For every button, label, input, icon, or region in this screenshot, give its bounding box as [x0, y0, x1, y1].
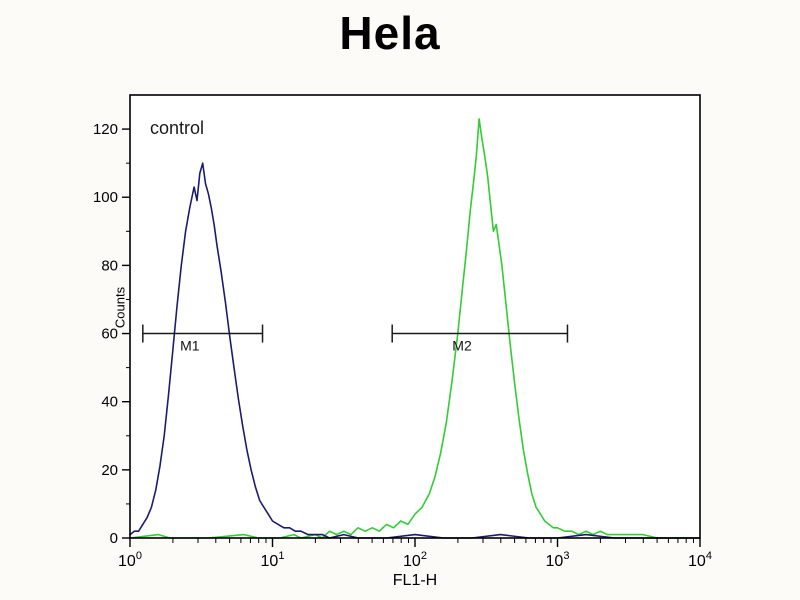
x-tick-label: 103: [546, 550, 570, 570]
plot-background: [130, 95, 700, 538]
x-axis-label: FL1-H: [392, 572, 438, 589]
y-axis-label: Counts: [112, 286, 128, 329]
series-control: [129, 162, 701, 539]
x-tick-label: 104: [688, 550, 712, 570]
x-tick-label: 101: [261, 550, 285, 570]
chart-title: Hela: [339, 7, 441, 59]
y-tick-label: 20: [101, 462, 118, 479]
marker-label-M2: M2: [452, 338, 472, 354]
x-tick-label: 102: [403, 550, 427, 570]
y-tick-label: 100: [93, 189, 118, 206]
y-tick-label: 40: [101, 394, 118, 411]
y-tick-label: 0: [110, 530, 118, 547]
y-tick-label: 120: [93, 121, 118, 138]
series-green_peak: [129, 118, 701, 539]
marker-label-M1: M1: [180, 338, 200, 354]
control-series-label: control: [150, 118, 205, 138]
y-tick-label: 80: [101, 257, 118, 274]
x-tick-label: 100: [118, 550, 142, 570]
y-tick-label: 60: [101, 326, 118, 343]
